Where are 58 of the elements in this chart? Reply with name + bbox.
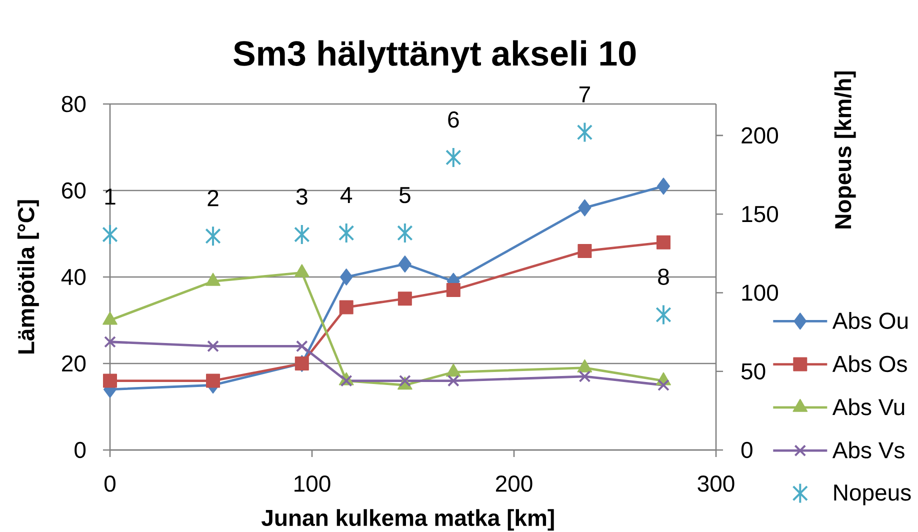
y-tick-label: 20 <box>62 355 86 372</box>
point <box>294 224 310 246</box>
point <box>658 379 670 392</box>
point <box>104 336 116 348</box>
point <box>447 374 460 387</box>
point <box>578 244 592 258</box>
point <box>446 146 462 168</box>
point <box>576 122 593 143</box>
point <box>656 304 672 326</box>
point <box>578 370 591 382</box>
point <box>656 235 670 250</box>
y2-tick-label: 0 <box>741 442 752 458</box>
x-tick-label: 0 <box>104 476 116 492</box>
y2-tick-label: 50 <box>741 363 766 380</box>
annotation: 1 <box>105 188 116 205</box>
legend-label: Abs Os <box>832 355 907 372</box>
legend-label: Abs Vu <box>832 398 904 416</box>
point <box>578 199 592 216</box>
annotation: 4 <box>340 187 352 203</box>
point <box>338 222 354 244</box>
annotation: 8 <box>658 268 669 285</box>
annotation: 6 <box>448 111 459 128</box>
point <box>340 268 353 286</box>
point <box>207 340 219 352</box>
point <box>398 256 412 273</box>
y-tick-label: 80 <box>62 96 86 112</box>
annotation: 2 <box>208 190 218 206</box>
y2-tick-label: 200 <box>742 127 778 144</box>
text: 7 <box>579 86 590 102</box>
x-tick-label: 100 <box>294 476 330 492</box>
point <box>398 292 412 306</box>
y2-tick-label: 100 <box>742 284 778 301</box>
point <box>398 374 411 387</box>
y-tick-label: 0 <box>74 442 86 458</box>
x-tick-label: 200 <box>496 476 532 492</box>
point <box>205 226 221 247</box>
point <box>339 300 354 314</box>
x-axis-title: Junan kulkema matka [km] <box>262 509 554 531</box>
point <box>296 340 308 352</box>
y2-tick-label: 150 <box>742 206 778 222</box>
point <box>340 374 352 387</box>
y-tick-label: 40 <box>61 268 86 286</box>
point <box>103 374 117 388</box>
annotation: 5 <box>399 187 410 204</box>
point <box>446 282 460 297</box>
y-axis-title: Lämpötila [°C] <box>17 200 39 354</box>
annotation: 3 <box>296 188 308 205</box>
legend-label: Nopeus <box>834 484 911 506</box>
legend-label: Abs Vs <box>832 441 904 458</box>
point <box>656 178 670 195</box>
y-tick-label: 60 <box>62 182 86 199</box>
point <box>102 224 118 246</box>
y2-axis-title: Nopeus [km/h] <box>834 71 856 228</box>
x-tick-label: 300 <box>698 476 734 492</box>
legend-label: Abs Ou <box>832 312 908 329</box>
point <box>206 374 220 388</box>
chart-title: Sm3 hälyttänyt akseli 10 <box>234 40 636 73</box>
point <box>397 222 413 244</box>
